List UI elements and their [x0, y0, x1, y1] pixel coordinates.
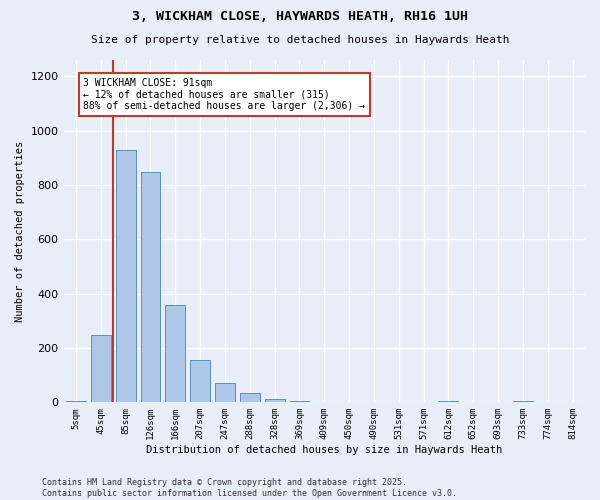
Bar [91, 335, 111, 402]
Bar [190, 360, 210, 403]
Bar [166, 305, 185, 402]
Bar [265, 399, 284, 402]
Bar [439, 401, 458, 402]
Bar [290, 401, 310, 402]
Bar [140, 172, 160, 402]
Bar [66, 401, 86, 402]
X-axis label: Distribution of detached houses by size in Haywards Heath: Distribution of detached houses by size … [146, 445, 502, 455]
Text: 3 WICKHAM CLOSE: 91sqm
← 12% of detached houses are smaller (315)
88% of semi-de: 3 WICKHAM CLOSE: 91sqm ← 12% of detached… [83, 78, 365, 111]
Y-axis label: Number of detached properties: Number of detached properties [15, 140, 25, 322]
Text: Size of property relative to detached houses in Haywards Heath: Size of property relative to detached ho… [91, 35, 509, 45]
Bar [240, 394, 260, 402]
Bar [513, 401, 533, 402]
Bar [215, 384, 235, 402]
Text: 3, WICKHAM CLOSE, HAYWARDS HEATH, RH16 1UH: 3, WICKHAM CLOSE, HAYWARDS HEATH, RH16 1… [132, 10, 468, 23]
Text: Contains HM Land Registry data © Crown copyright and database right 2025.
Contai: Contains HM Land Registry data © Crown c… [42, 478, 457, 498]
Bar [116, 150, 136, 402]
